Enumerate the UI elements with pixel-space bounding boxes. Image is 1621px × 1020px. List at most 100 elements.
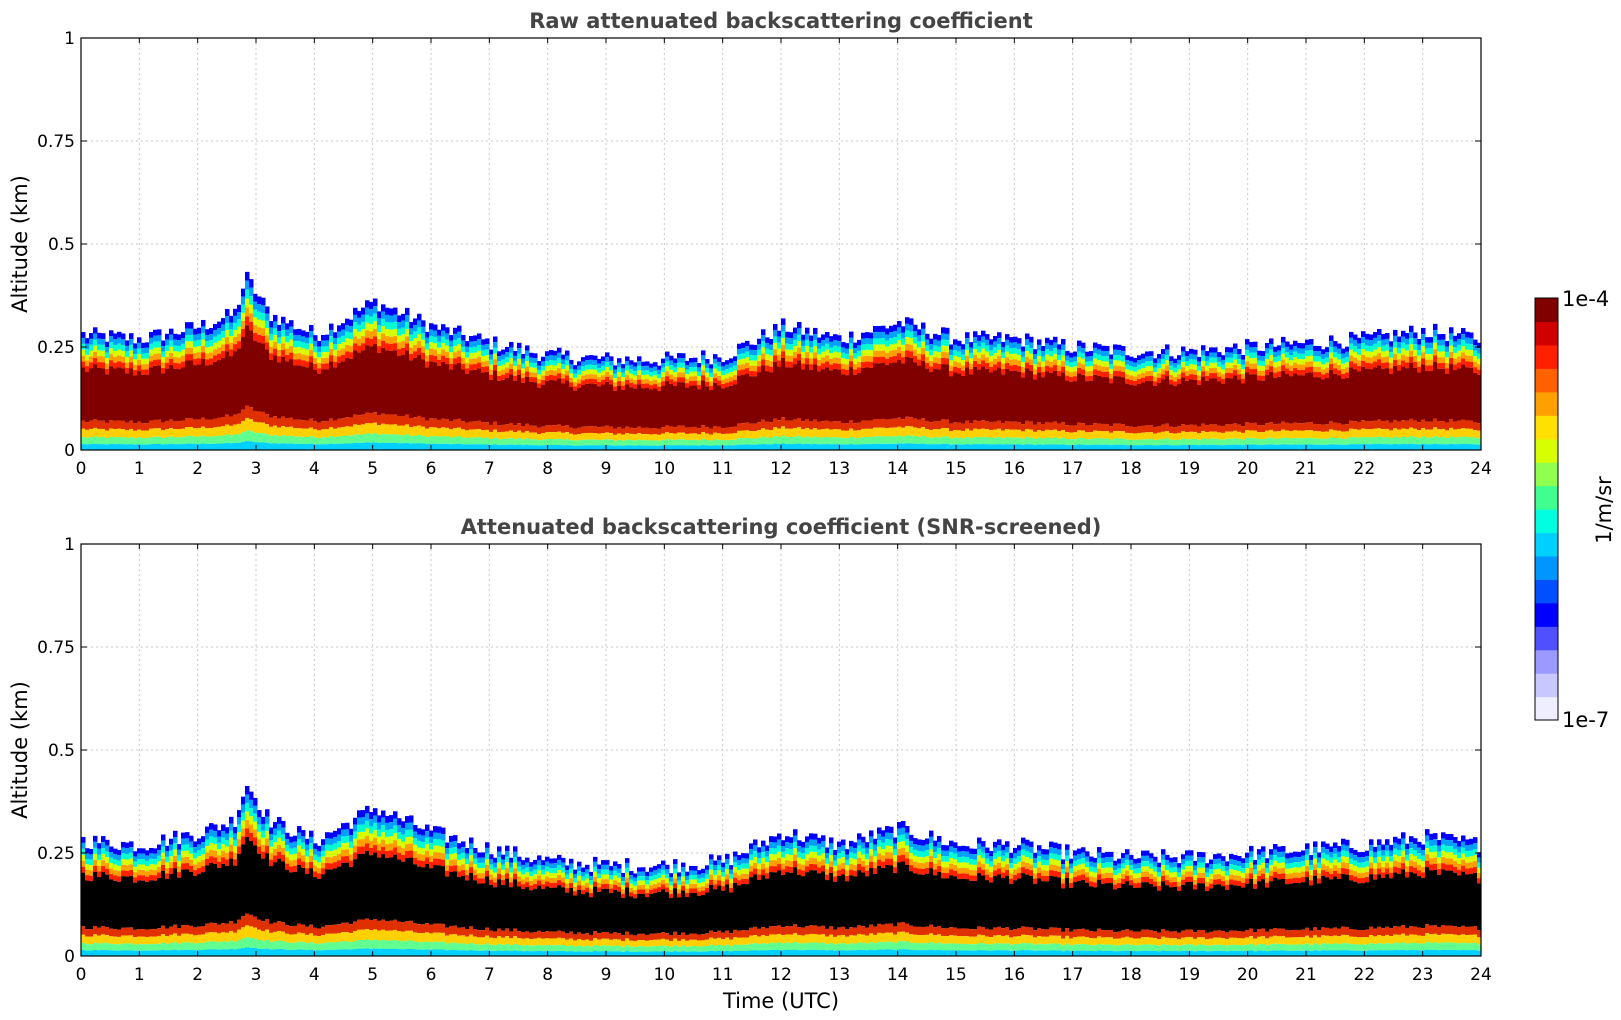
heatmap-cell: [1181, 438, 1186, 445]
heatmap-cell: [701, 432, 706, 440]
heatmap-cell: [1257, 432, 1262, 440]
heatmap-cell: [1009, 359, 1014, 366]
heatmap-cell: [1261, 425, 1266, 433]
heatmap-cell: [1441, 339, 1446, 346]
heatmap-cell: [85, 880, 90, 930]
heatmap-cell: [1365, 437, 1370, 445]
heatmap-cell: [537, 445, 542, 450]
heatmap-cell: [325, 844, 330, 851]
heatmap-cell: [213, 831, 218, 838]
heatmap-cell: [809, 444, 814, 450]
heatmap-cell: [185, 863, 190, 870]
heatmap-cell: [317, 368, 322, 374]
heatmap-cell: [161, 430, 166, 438]
heatmap-cell: [1153, 433, 1158, 440]
heatmap-cell: [393, 948, 398, 956]
heatmap-cell: [513, 360, 518, 366]
heatmap-cell: [553, 439, 558, 446]
heatmap-cell: [405, 858, 410, 922]
heatmap-cell: [1333, 438, 1338, 445]
heatmap-cell: [253, 317, 258, 326]
heatmap-cell: [1425, 342, 1430, 349]
heatmap-cell: [785, 343, 790, 350]
heatmap-cell: [929, 349, 934, 356]
heatmap-cell: [1081, 430, 1086, 439]
heatmap-cell: [145, 363, 150, 370]
heatmap-cell: [1413, 361, 1418, 368]
heatmap-cell: [109, 330, 114, 337]
heatmap-cell: [1409, 363, 1414, 419]
heatmap-cell: [197, 327, 202, 334]
heatmap-cell: [877, 326, 882, 333]
heatmap-cell: [429, 861, 434, 869]
heatmap-cell: [785, 349, 790, 356]
heatmap-cell: [221, 426, 226, 436]
heatmap-cell: [993, 347, 998, 354]
heatmap-cell: [485, 437, 490, 445]
heatmap-cell: [1445, 362, 1450, 369]
heatmap-cell: [333, 344, 338, 350]
heatmap-cell: [1081, 423, 1086, 431]
heatmap-cell: [553, 350, 558, 356]
heatmap-cell: [737, 444, 742, 450]
heatmap-cell: [1005, 421, 1010, 430]
heatmap-cell: [977, 358, 982, 364]
heatmap-cell: [1385, 428, 1390, 438]
heatmap-cell: [1097, 375, 1102, 424]
heatmap-cell: [945, 428, 950, 437]
heatmap-cell: [1201, 360, 1206, 367]
heatmap-cell: [1209, 438, 1214, 445]
heatmap-cell: [1173, 439, 1178, 446]
heatmap-cell: [1473, 437, 1478, 445]
heatmap-cell: [1133, 380, 1138, 386]
heatmap-cell: [197, 333, 202, 340]
x-tick-label: 0: [76, 459, 87, 479]
heatmap-cell: [1453, 341, 1458, 348]
heatmap-cell: [301, 444, 306, 450]
heatmap-cell: [637, 379, 642, 385]
heatmap-cell: [1181, 356, 1186, 363]
heatmap-cell: [209, 334, 214, 341]
heatmap-cell: [1349, 331, 1354, 338]
heatmap-cell: [1413, 437, 1418, 445]
heatmap-cell: [921, 335, 926, 342]
heatmap-cell: [201, 950, 206, 956]
heatmap-cell: [1125, 374, 1130, 379]
heatmap-cell: [361, 307, 366, 315]
heatmap-cell: [997, 444, 1002, 450]
heatmap-cell: [1477, 353, 1481, 359]
heatmap-cell: [1229, 373, 1234, 379]
heatmap-cell: [301, 942, 306, 950]
heatmap-cell: [333, 428, 338, 438]
heatmap-cell: [897, 340, 902, 347]
heatmap-cell: [693, 376, 698, 381]
heatmap-cell: [805, 436, 810, 444]
heatmap-cell: [793, 427, 798, 437]
heatmap-cell: [597, 427, 602, 434]
heatmap-cell: [381, 817, 386, 826]
heatmap-cell: [273, 443, 278, 450]
heatmap-cell: [193, 443, 198, 450]
heatmap-cell: [337, 427, 342, 437]
heatmap-cell: [1469, 444, 1474, 450]
heatmap-cell: [821, 421, 826, 430]
heatmap-cell: [1077, 373, 1082, 423]
heatmap-cell: [1045, 343, 1050, 350]
heatmap-cell: [1317, 431, 1322, 439]
heatmap-cell: [625, 361, 630, 366]
heatmap-cell: [613, 434, 618, 441]
heatmap-cell: [437, 443, 442, 450]
heatmap-cell: [473, 429, 478, 438]
heatmap-cell: [1009, 429, 1014, 438]
heatmap-cell: [221, 337, 226, 345]
heatmap-cell: [1245, 430, 1250, 438]
heatmap-cell: [313, 358, 318, 364]
heatmap-cell: [541, 366, 546, 371]
heatmap-cell: [1169, 375, 1174, 380]
heatmap-cell: [397, 328, 402, 336]
heatmap-cell: [129, 841, 134, 848]
heatmap-cell: [1325, 444, 1330, 450]
heatmap-cell: [773, 355, 778, 362]
heatmap-cell: [1261, 439, 1266, 446]
heatmap-cell: [949, 355, 954, 361]
